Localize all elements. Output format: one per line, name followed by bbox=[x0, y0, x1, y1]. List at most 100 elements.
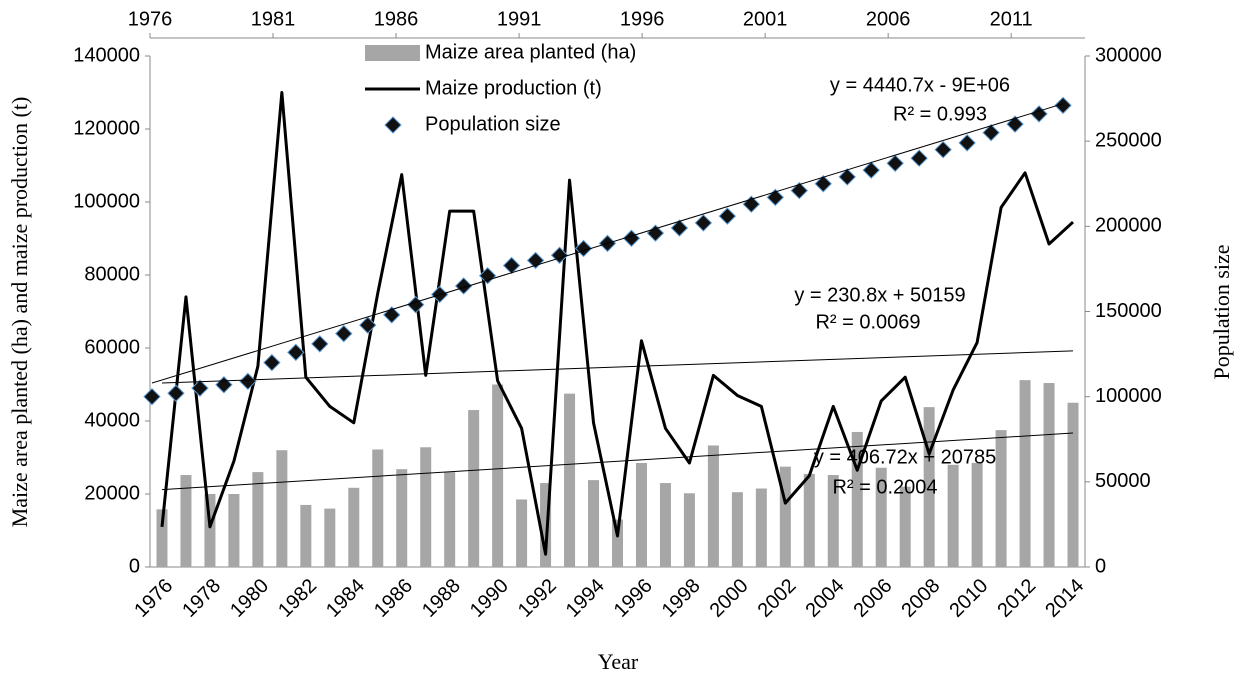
bar bbox=[612, 519, 623, 567]
marker bbox=[910, 149, 928, 167]
marker bbox=[287, 343, 305, 362]
trend-equation: y = 4440.7x - 9E+06 bbox=[830, 74, 1010, 96]
marker bbox=[359, 316, 377, 334]
x-tick-label: 1976 bbox=[130, 575, 177, 622]
top-x-tick-label: 1991 bbox=[497, 8, 542, 30]
trend-r-squared: R² = 0.993 bbox=[893, 103, 987, 125]
bar bbox=[851, 431, 863, 567]
marker bbox=[526, 251, 545, 270]
marker bbox=[766, 188, 785, 207]
legend-label: Maize production (t) bbox=[425, 77, 602, 99]
bar bbox=[180, 475, 192, 567]
y-tick-label: 40000 bbox=[84, 409, 140, 431]
bar bbox=[923, 407, 935, 567]
bar bbox=[204, 494, 216, 567]
x-tick-label: 2012 bbox=[993, 575, 1040, 622]
bar bbox=[228, 494, 240, 567]
x-tick-label: 2014 bbox=[1041, 575, 1088, 622]
marker bbox=[215, 376, 233, 394]
x-tick-label: 1988 bbox=[418, 575, 465, 622]
marker bbox=[1054, 96, 1072, 115]
bar bbox=[707, 445, 719, 567]
marker bbox=[670, 219, 689, 237]
x-tick-label: 2004 bbox=[802, 575, 849, 622]
legend-swatch bbox=[384, 116, 402, 134]
marker bbox=[1030, 105, 1048, 123]
marker bbox=[814, 175, 832, 193]
bar bbox=[827, 475, 839, 567]
bar bbox=[755, 488, 767, 567]
bar bbox=[396, 469, 408, 567]
marker bbox=[335, 324, 353, 343]
x-tick-label: 1994 bbox=[562, 575, 609, 622]
bar bbox=[659, 483, 671, 567]
trend-r-squared: R² = 0.0069 bbox=[815, 311, 920, 333]
x-axis-label: Year bbox=[598, 649, 639, 674]
bar bbox=[803, 473, 815, 567]
marker bbox=[1006, 115, 1024, 133]
top-x-tick-label: 1981 bbox=[251, 8, 296, 30]
bar bbox=[516, 499, 528, 567]
bar bbox=[588, 480, 600, 567]
top-x-tick-label: 1986 bbox=[374, 8, 419, 30]
bar bbox=[779, 466, 791, 567]
trend-r-squared: R² = 0.2004 bbox=[832, 476, 937, 498]
x-tick-label: 1978 bbox=[178, 575, 225, 622]
marker bbox=[239, 372, 257, 391]
marker bbox=[838, 168, 856, 186]
x-tick-label: 2002 bbox=[754, 575, 801, 622]
marker bbox=[143, 387, 161, 406]
marker bbox=[167, 384, 185, 402]
y-tick-label: 140000 bbox=[73, 44, 140, 66]
bar bbox=[899, 486, 911, 567]
marker bbox=[502, 256, 521, 275]
bar bbox=[276, 450, 288, 567]
y2-tick-label: 300000 bbox=[1095, 44, 1162, 66]
marker bbox=[646, 224, 665, 242]
bar bbox=[731, 492, 743, 567]
y2-tick-label: 0 bbox=[1095, 555, 1106, 577]
x-tick-label: 2010 bbox=[945, 575, 992, 622]
legend-label: Maize area planted (ha) bbox=[425, 41, 636, 63]
bar bbox=[348, 487, 360, 567]
x-tick-label: 1984 bbox=[322, 575, 369, 622]
marker bbox=[311, 335, 329, 353]
marker bbox=[191, 379, 209, 397]
bar bbox=[947, 464, 959, 567]
y-axis-label: Maize area planted (ha) and maize produc… bbox=[7, 97, 32, 528]
y-tick-label: 20000 bbox=[84, 482, 140, 504]
x-tick-label: 2000 bbox=[706, 575, 753, 622]
bar bbox=[875, 467, 887, 567]
bar bbox=[1043, 383, 1055, 567]
top-x-tick-label: 2006 bbox=[866, 8, 911, 30]
bar bbox=[300, 504, 312, 567]
marker bbox=[934, 140, 952, 159]
y-tick-label: 60000 bbox=[84, 336, 140, 358]
x-tick-label: 1986 bbox=[370, 575, 417, 622]
marker bbox=[574, 239, 593, 258]
marker bbox=[454, 277, 473, 295]
bar bbox=[468, 410, 480, 567]
x-tick-label: 1998 bbox=[658, 575, 705, 622]
marker bbox=[742, 195, 761, 213]
legend-swatch bbox=[365, 45, 420, 61]
bar bbox=[635, 462, 647, 567]
y2-tick-label: 200000 bbox=[1095, 215, 1162, 237]
legend-label: Population size bbox=[425, 113, 561, 135]
x-tick-label: 2008 bbox=[897, 575, 944, 622]
x-tick-label: 1990 bbox=[466, 575, 513, 622]
marker bbox=[694, 214, 713, 232]
bar bbox=[492, 384, 504, 567]
marker bbox=[263, 353, 281, 372]
bar bbox=[1067, 402, 1079, 567]
y2-tick-label: 150000 bbox=[1095, 300, 1162, 322]
y-tick-label: 80000 bbox=[84, 263, 140, 285]
trendline bbox=[151, 103, 1064, 384]
bar bbox=[372, 449, 384, 567]
bar bbox=[540, 483, 552, 567]
marker bbox=[478, 267, 497, 285]
x-tick-label: 2006 bbox=[849, 575, 896, 622]
y-tick-label: 100000 bbox=[73, 190, 140, 212]
bar bbox=[252, 472, 264, 567]
line bbox=[160, 91, 1075, 556]
